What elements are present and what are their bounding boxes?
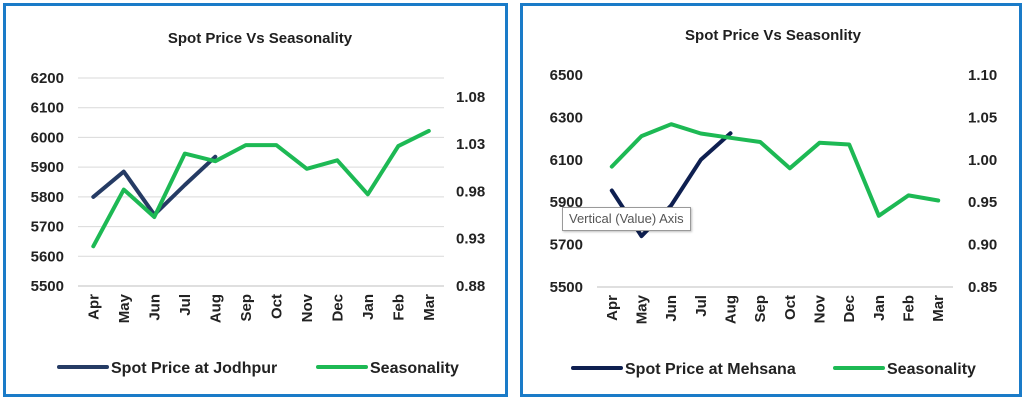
y-axis-tick-label: 6200 <box>31 70 64 87</box>
chart-panel-jodhpur: Spot Price Vs Seasonality 6200 6100 6000 590… <box>3 3 508 397</box>
x-axis-tick-label: Apr <box>604 295 621 321</box>
seasonality-point <box>152 215 156 219</box>
y2-axis-tick-label: 0.85 <box>968 279 997 296</box>
y2-axis-tick-label: 1.00 <box>968 152 997 169</box>
seasonality-point <box>818 141 822 145</box>
y-axis-tick-label: 5900 <box>550 194 583 211</box>
x-axis-tick-label: Apr <box>85 294 102 320</box>
seasonality-point <box>366 192 370 196</box>
series-line-seasonality <box>91 128 431 249</box>
spot-price-point <box>610 189 614 193</box>
x-axis-tick-label: Sep <box>752 295 769 323</box>
x-axis-tick-label: Oct <box>268 294 285 319</box>
axis-tooltip: Vertical (Value) Axis <box>562 207 691 231</box>
y-axis-tick-label: 6300 <box>550 109 583 126</box>
x-axis-tick-label: Mar <box>930 295 947 322</box>
y2-axis-tick-label: 0.88 <box>456 278 485 295</box>
seasonality-point <box>122 188 126 192</box>
seasonality-point <box>427 129 431 133</box>
seasonality-point <box>183 152 187 156</box>
legend-label: Seasonality <box>887 361 976 378</box>
y-axis-tick-label: 5900 <box>31 159 64 176</box>
y2-axis-tick-label: 0.95 <box>968 194 997 211</box>
x-axis-tick-label: Feb <box>901 295 918 322</box>
seasonality-point <box>610 165 614 169</box>
y2-axis-tick-label: 0.90 <box>968 237 997 254</box>
chart-svg-mehsana: Spot Price Vs Seasonlity 6500 6300 6100 5900… <box>550 27 998 378</box>
x-axis-tick-label: Nov <box>299 293 316 322</box>
chart-svg-jodhpur: Spot Price Vs Seasonality 6200 6100 6000 590… <box>31 30 486 377</box>
seasonality-point <box>758 140 762 144</box>
seasonality-point <box>274 143 278 147</box>
spot-price-point <box>640 234 644 238</box>
seasonality-point <box>669 122 673 126</box>
x-axis-tick-label: Feb <box>390 294 407 321</box>
y-axis-tick-label: 5700 <box>550 237 583 254</box>
y-axis-tick-label: 5500 <box>31 278 64 295</box>
seasonality-point <box>91 244 95 248</box>
spot-price-point <box>213 155 217 159</box>
y-axis-tick-label: 6000 <box>31 129 64 146</box>
x-axis-tick-label: Nov <box>812 294 829 323</box>
y-axis-tick-label: 5500 <box>550 279 583 296</box>
seasonality-point <box>907 193 911 197</box>
x-axis-tick-label: Jan <box>360 294 377 320</box>
x-axis-tick-label: Jun <box>663 295 680 322</box>
series-line-seasonality <box>609 122 941 218</box>
y2-axis-tick-label: 1.10 <box>968 67 997 84</box>
y-axis-tick-label: 5800 <box>31 189 64 206</box>
x-axis-tick-label: Jul <box>177 294 194 316</box>
y-axis-tick-label: 6100 <box>31 100 64 117</box>
legend-label: Spot Price at Jodhpur <box>111 360 277 377</box>
seasonality-point <box>847 143 851 147</box>
x-axis-tick-label: Jan <box>871 295 888 321</box>
seasonality-point <box>936 199 940 203</box>
seasonality-point <box>244 143 248 147</box>
x-axis-tick-label: May <box>634 294 651 324</box>
chart-title: Spot Price Vs Seasonlity <box>685 27 862 44</box>
x-axis-tick-label: May <box>116 293 133 323</box>
seasonality-point <box>640 134 644 138</box>
legend-label: Seasonality <box>370 360 459 377</box>
y2-axis-tick-label: 1.08 <box>456 89 485 106</box>
x-axis-tick-label: Jul <box>693 295 710 317</box>
seasonality-point <box>396 144 400 148</box>
y-axis-tick-label: 6500 <box>550 67 583 84</box>
y-axis-tick-label: 6100 <box>550 152 583 169</box>
seasonality-point <box>877 214 881 218</box>
spot-price-point <box>729 131 733 135</box>
y2-axis-tick-label: 1.03 <box>456 136 485 153</box>
seasonality-point <box>788 166 792 170</box>
legend-label: Spot Price at Mehsana <box>625 361 796 378</box>
x-axis-tick-label: Aug <box>723 295 740 324</box>
spot-price-point <box>699 158 703 162</box>
spot-price-point <box>183 183 187 187</box>
y2-axis-tick-label: 1.05 <box>968 109 997 126</box>
seasonality-point <box>335 158 339 162</box>
y2-axis-tick-label: 0.98 <box>456 183 485 200</box>
x-axis-tick-label: Dec <box>841 295 858 323</box>
series-line-spot-price <box>91 154 218 217</box>
x-axis-tick-label: Aug <box>207 294 224 323</box>
spot-price-point <box>91 195 95 199</box>
x-axis-tick-label: Oct <box>782 295 799 320</box>
x-axis-tick-label: Jun <box>146 294 163 321</box>
seasonality-point <box>699 132 703 136</box>
y-axis-tick-label: 5600 <box>31 248 64 265</box>
x-axis-tick-label: Sep <box>238 294 255 322</box>
chart-title: Spot Price Vs Seasonality <box>168 30 353 47</box>
y2-axis-tick-label: 0.93 <box>456 231 485 248</box>
chart-panel-mehsana: Spot Price Vs Seasonlity 6500 6300 6100 5900… <box>520 3 1022 397</box>
seasonality-point <box>213 159 217 163</box>
x-axis-tick-label: Dec <box>329 294 346 322</box>
x-axis-tick-label: Mar <box>421 294 438 321</box>
spot-price-point <box>122 170 126 174</box>
y-axis-tick-label: 5700 <box>31 219 64 236</box>
seasonality-point <box>729 136 733 140</box>
seasonality-point <box>305 167 309 171</box>
